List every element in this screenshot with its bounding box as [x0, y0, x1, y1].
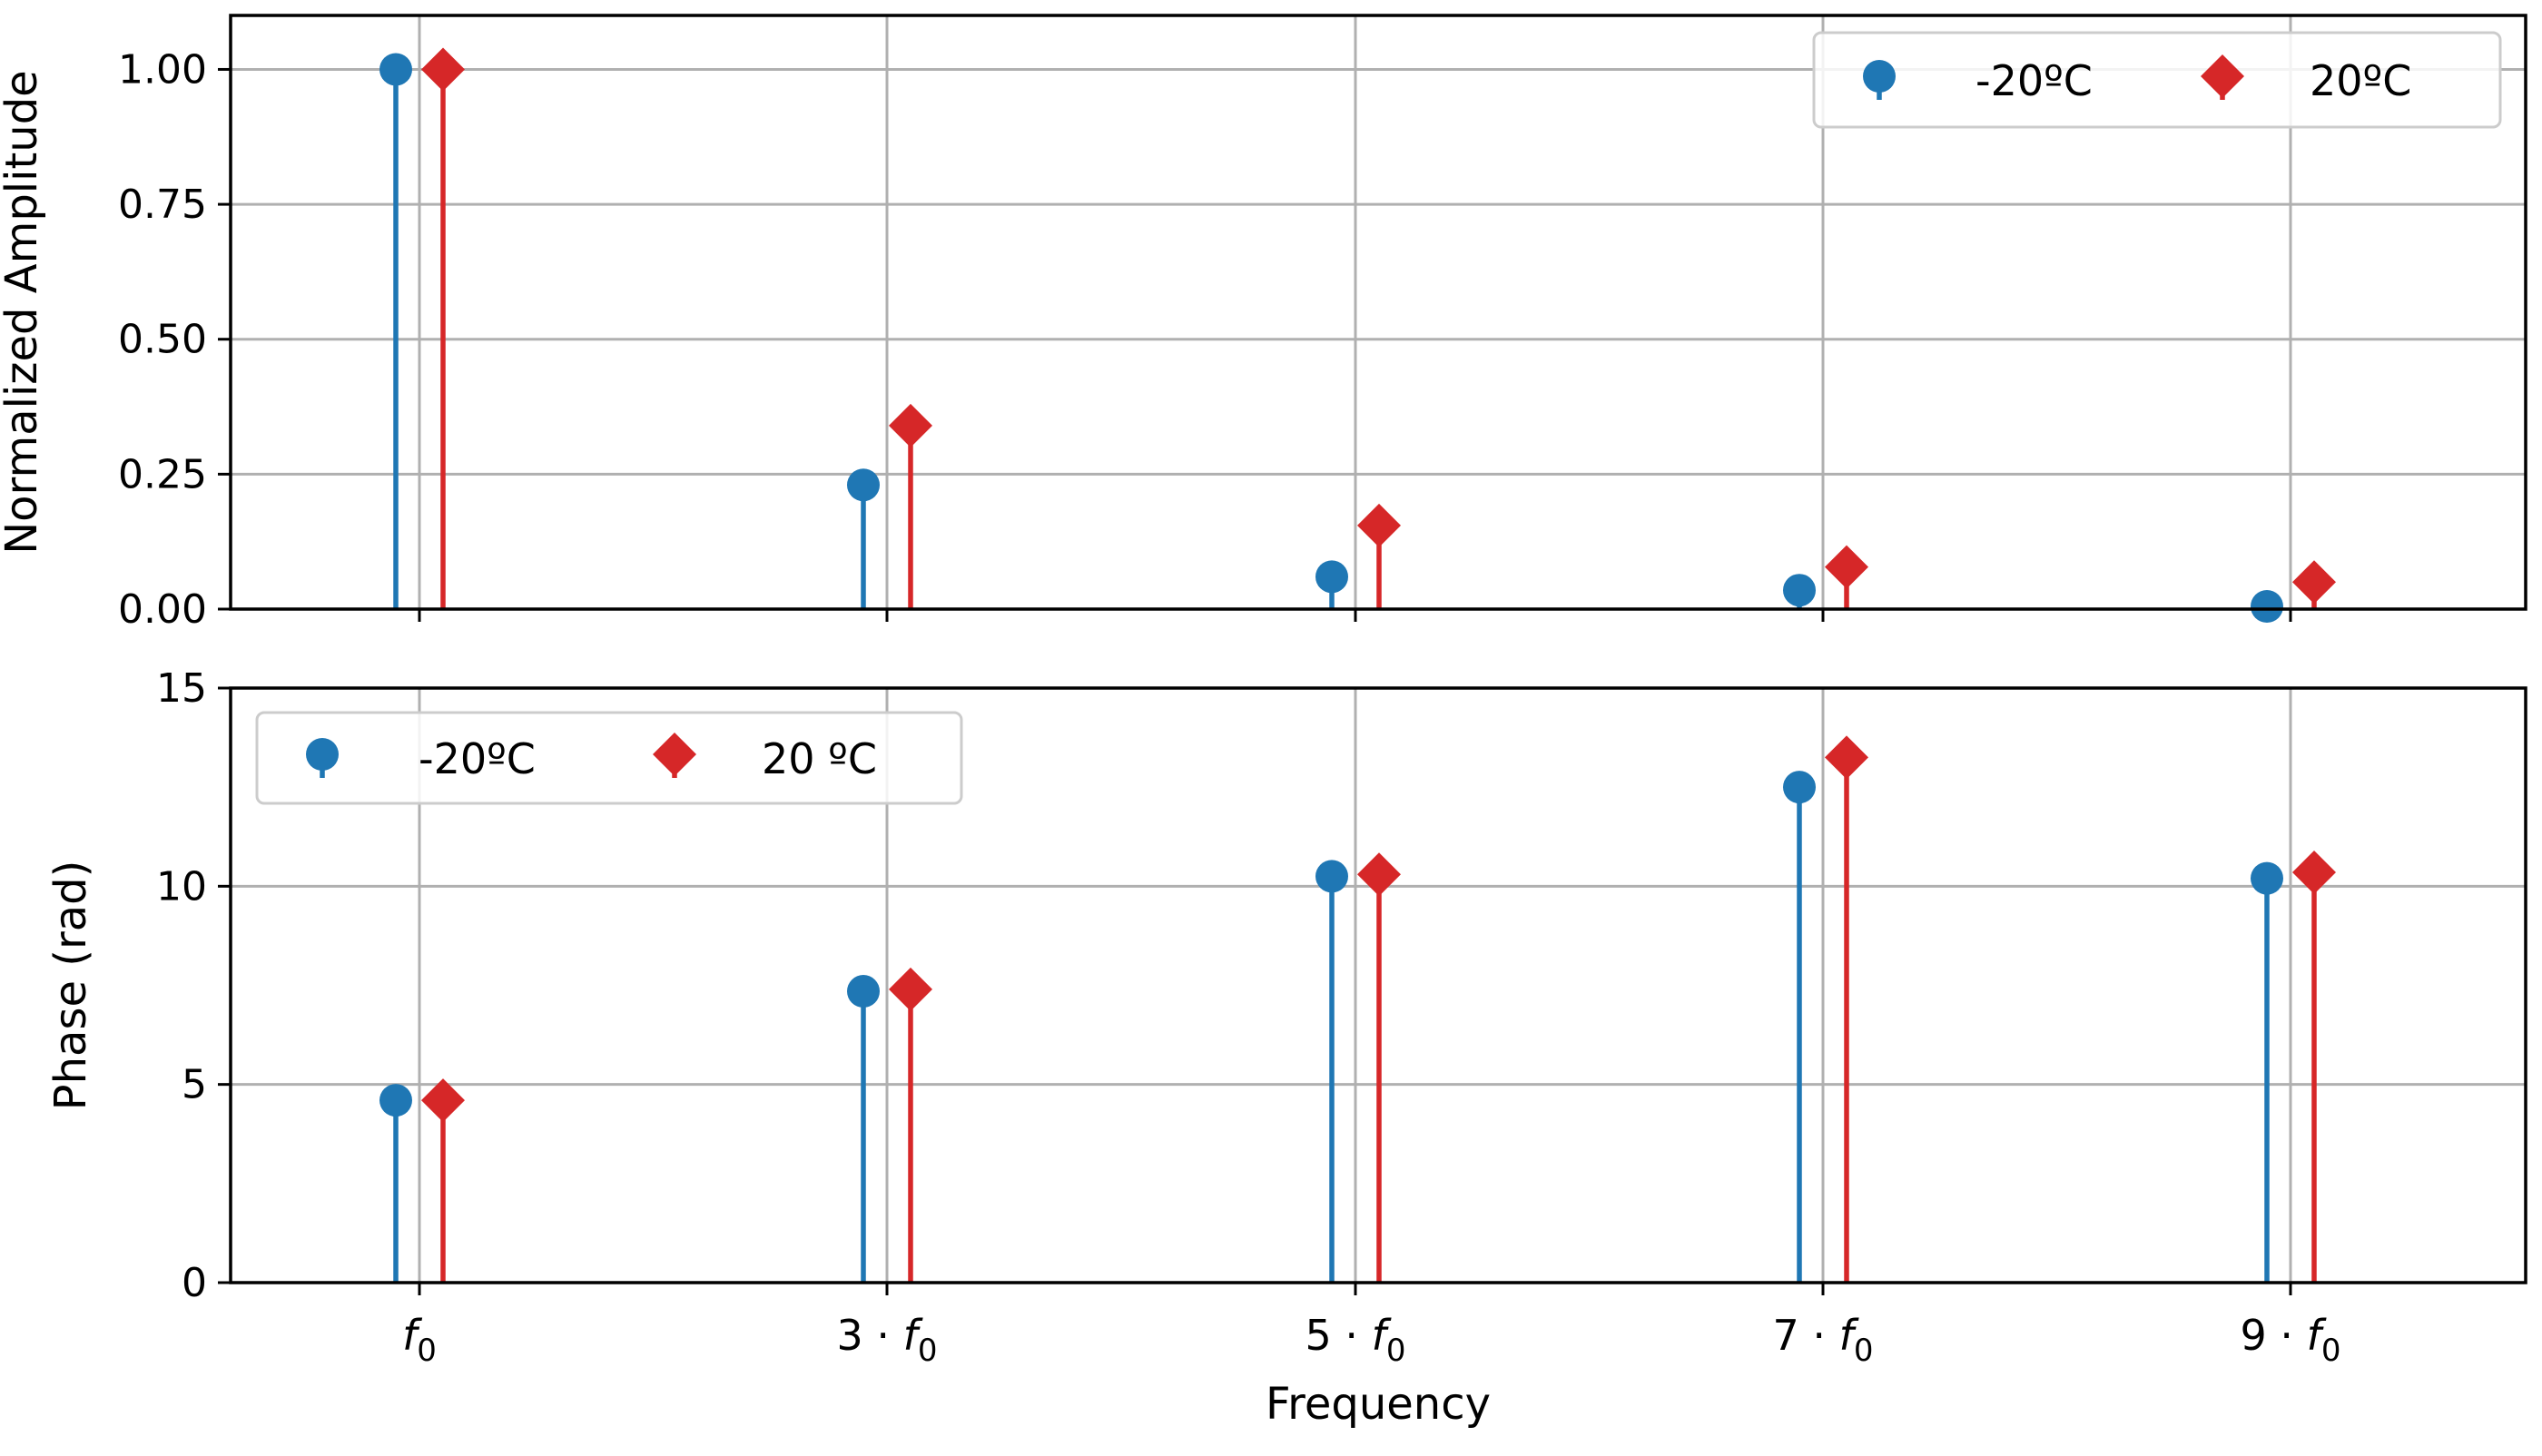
amplitude-panel: 0.00 0.25 0.50 0.75 1.00 Normalized Amplitude…: [0, 14, 2527, 633]
y-ticks: 0 5 10 15: [156, 665, 231, 1306]
diamond-marker: [2292, 560, 2336, 605]
x-tick-labels: f0 3 · f0 5 · f0 7 · f0 9 · f0: [402, 1311, 2340, 1369]
x-tick-label: 5 · f0: [1305, 1311, 1406, 1369]
circle-marker: [1783, 574, 1816, 607]
y-tick-label: 5: [182, 1062, 207, 1108]
legend-label: 20ºC: [2310, 56, 2411, 105]
x-tick-subscript: 0: [2321, 1333, 2341, 1369]
legend-circle-marker: [1863, 60, 1896, 93]
circle-marker: [847, 468, 880, 502]
diamond-marker: [421, 47, 465, 92]
diamond-marker: [1357, 852, 1401, 897]
legend-entry: 20ºC: [2201, 54, 2411, 105]
circle-marker: [2251, 861, 2283, 895]
circle-marker: [2251, 590, 2283, 624]
y-tick-label: 0.00: [118, 586, 207, 633]
legend-box: [255, 711, 963, 805]
legend-box: [1812, 31, 2502, 129]
y-axis-title: Phase (rad): [45, 861, 96, 1111]
diamond-marker: [1357, 503, 1401, 547]
series-plus20: [421, 735, 2336, 1283]
circle-marker: [1315, 860, 1348, 893]
x-tick-subscript: 0: [1854, 1333, 1874, 1369]
diamond-marker: [889, 967, 932, 1011]
axes-frame: [229, 14, 2527, 611]
x-tick-subscript: 0: [918, 1333, 938, 1369]
y-tick-label: 1.00: [118, 46, 207, 93]
y-tick-label: 0.25: [118, 451, 207, 497]
legend-diamond-marker: [653, 733, 696, 776]
x-tick-subscript: 0: [1386, 1333, 1406, 1369]
y-tick-label: 15: [156, 665, 207, 712]
x-tick-subscript: 0: [417, 1333, 437, 1369]
legend-label: 20 ºC: [762, 734, 877, 783]
x-tick-coef: 7 ·: [1773, 1311, 1839, 1360]
legend-entry: 20 ºC: [653, 733, 877, 783]
x-axis-title: Frequency: [1266, 1379, 1491, 1430]
diamond-marker: [889, 403, 932, 448]
legend-label: -20ºC: [419, 734, 536, 783]
circle-marker: [379, 53, 412, 86]
y-tick-label: 0.50: [118, 317, 207, 363]
circle-marker: [1315, 560, 1348, 594]
diamond-marker: [421, 1078, 465, 1123]
series-minus20: [379, 771, 2283, 1283]
diamond-marker: [2292, 851, 2336, 895]
legend-label: -20ºC: [1975, 56, 2093, 105]
phase-panel: 0 5 10 15 Phase (rad) -20ºC 20 ºC f0 3 · f0 5 · f…: [45, 665, 2527, 1430]
y-tick-label: 0.75: [118, 182, 207, 228]
x-tick-coef: 5 ·: [1305, 1311, 1372, 1360]
series-plus20: [421, 47, 2336, 609]
circle-marker: [1783, 771, 1816, 804]
series-minus20: [379, 53, 2283, 624]
y-tick-label: 10: [156, 863, 207, 910]
circle-marker: [847, 975, 880, 1008]
x-tick-label: 3 · f0: [837, 1311, 938, 1369]
y-tick-label: 0: [182, 1260, 207, 1306]
x-tick-label: f0: [402, 1311, 437, 1369]
x-tick-label: 9 · f0: [2241, 1311, 2341, 1369]
x-tick-coef: 9 ·: [2241, 1311, 2307, 1360]
diamond-marker: [1825, 545, 1868, 589]
legend: -20ºC 20 ºC: [255, 711, 963, 805]
y-axis-title: Normalized Amplitude: [0, 70, 47, 554]
diamond-marker: [1825, 735, 1868, 780]
axes-frame: [229, 686, 2527, 1284]
legend-diamond-marker: [2201, 54, 2244, 98]
x-tick-coef: 3 ·: [837, 1311, 903, 1360]
legend-entry: -20ºC: [306, 734, 536, 783]
legend-entry: -20ºC: [1863, 56, 2093, 105]
y-ticks: 0.00 0.25 0.50 0.75 1.00: [118, 46, 231, 633]
legend: -20ºC 20ºC: [1812, 31, 2502, 129]
legend-circle-marker: [306, 738, 339, 771]
x-tick-label: 7 · f0: [1773, 1311, 1874, 1369]
circle-marker: [379, 1084, 412, 1117]
